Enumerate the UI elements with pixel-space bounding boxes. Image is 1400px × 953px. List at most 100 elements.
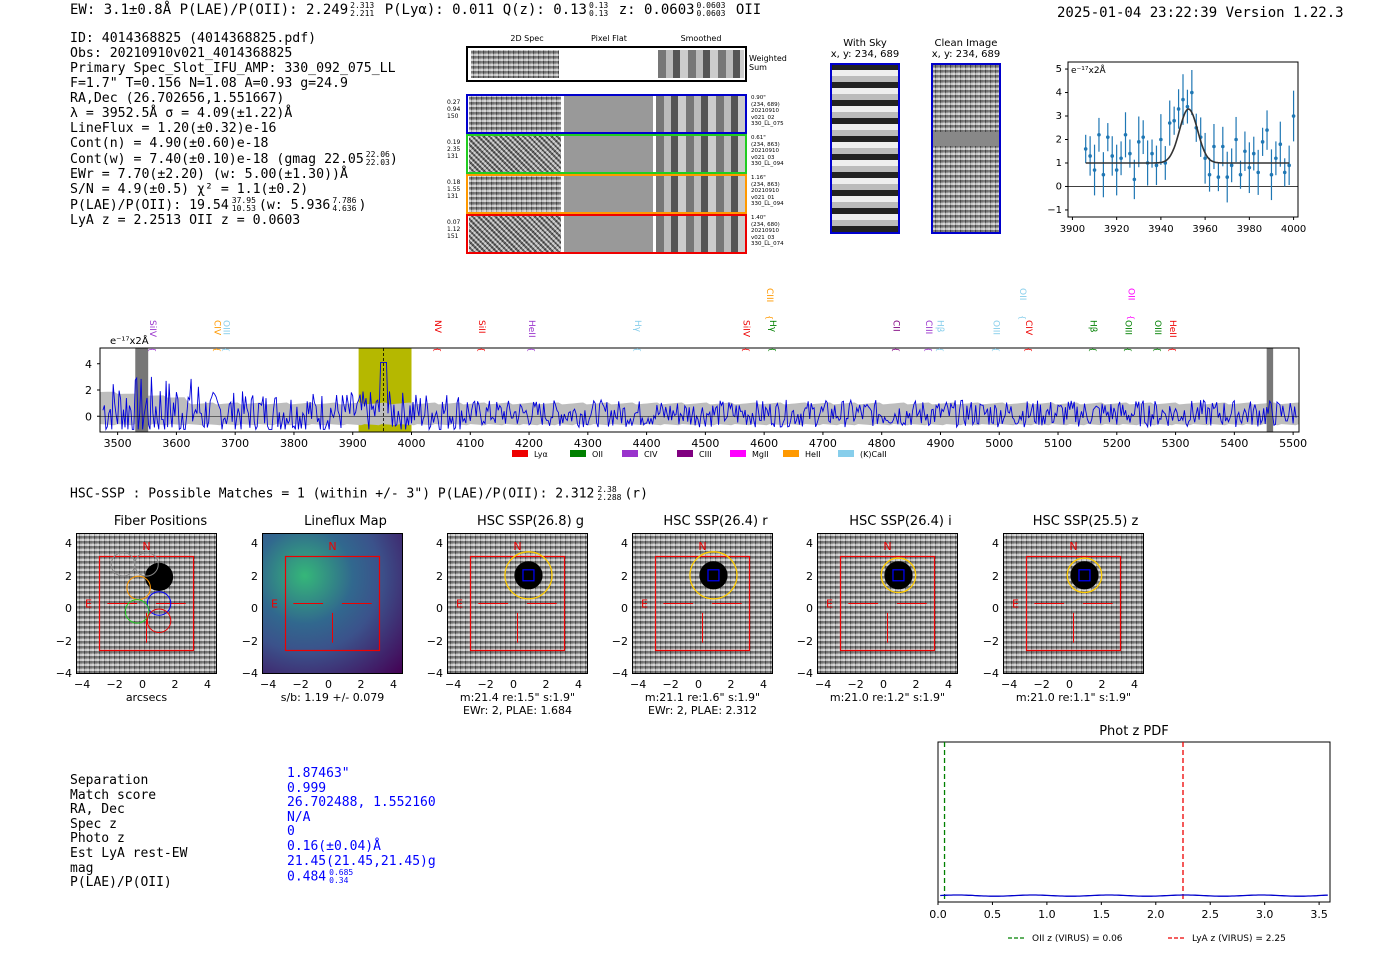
zoom-ytick-label: 1 [1056,158,1062,169]
spec2d-panel: 2D Spec Pixel Flat Smoothed Weighted Sum [466,30,787,255]
zoom-gaussian-fit [1085,108,1290,164]
info-id: ID: 4014368825 (4014368825.pdf) [70,31,317,46]
hsc-ytick-label: 0 [436,602,443,615]
match-label-plae: P(LAE)/P(OII) [70,875,172,891]
zoom-data-point [1110,154,1115,158]
hsc-xticks: −4 −2 0 2 4 [815,678,958,692]
clean-image-mask-band [933,132,999,146]
hsc-ytick-label: −4 [55,667,72,680]
info-lambda: λ = 3952.5Å σ = 4.09(±1.22)Å [70,106,293,121]
zoom-data-point [1185,104,1190,109]
zoom-data-point [1190,90,1194,95]
photz-xtick-label: 2.5 [1201,908,1219,921]
hsc-yticks: 4 2 0 −2 −4 [425,533,443,680]
spectrum-ytick-label: 0 [85,410,92,423]
hsc-xtick-label: 0 [695,678,702,691]
info-lineflux: LineFlux = 1.20(±0.32)e-16 [70,121,277,136]
hsc-ytick-label: −2 [796,634,813,648]
hsc-match-marker [1078,569,1091,582]
hsc-north-label: N [698,540,706,553]
spectrum-ytick-label: 2 [85,384,92,397]
row1-frame [466,94,747,134]
zoom-ytick-label: 4 [1056,88,1062,99]
header-summary: EW: 3.1±0.8Å P(LAE)/P(OII): 2.249 2.313 2.… [70,1,761,19]
row2-left-labels: 0.19 2.35 131 [447,139,461,160]
spectrum-legend-label: OII [592,450,603,459]
hsc-ytick-label: 0 [806,602,813,615]
spectrum-line-label: CIV [1023,320,1033,336]
header-plya-qz: P(Lyα): 0.011 Q(z): 0.13 [384,2,587,18]
spectrum-xtick-label: 5200 [1103,437,1131,450]
zoom-ytick-label: 5 [1056,64,1062,75]
row4-smoothed [656,214,747,254]
fiber-circle [146,608,172,633]
header-z-sub: 0.0603 [696,9,726,18]
zoom-xtick-label: 3920 [1104,224,1129,235]
zoom-data-point [1167,121,1172,125]
header-qz-sup: 0.13 [588,1,609,10]
spectrum-line-label: OII [1017,288,1027,300]
hsc-xtick-label: −4 [74,678,91,691]
zoom-data-point [1154,163,1159,168]
weighted-sum-box [466,46,747,82]
spectrum-legend-swatch [622,450,638,457]
spectrum-xtick-label: 3500 [104,437,132,450]
zoom-data-point [1101,172,1106,177]
hsc-xticks: −4 −2 0 2 4 [630,678,773,692]
spectrum-line-label-brace: { [1024,347,1033,352]
hsc-panel-title: HSC SSP(26.4) r [663,514,768,529]
spectrum-legend-label: CIV [644,450,658,459]
hsc-xtick-label: 4 [575,678,582,691]
hsc-panel-6: HSC SSP(25.5) z N E 4 2 0 −2 −4 −4 −2 0 2 4 m:21.0 re… [983,512,1165,727]
spectrum-line-label: CIV [212,320,222,336]
row2-frame [466,134,747,174]
info-cont-n: Cont(n) = 4.90(±0.60)e-18 [70,136,269,151]
with-sky-title: With Sky x, y: 234, 689 [830,38,900,60]
spectrum-xtick-label: 5100 [1044,437,1072,450]
row1-2d [469,94,561,134]
zoom-data-point [1282,170,1287,175]
hsc-aperture [880,557,917,594]
hsc-title-sub: 2.288 [597,493,622,502]
spec2d-row-2 [466,134,747,174]
spec2d-header-2d: 2D Spec [510,34,544,43]
spectrum-line-label-brace: { [433,347,442,352]
row1-left-labels: 0.27 0.94 150 [447,99,461,120]
hsc-panel-caption: arcsecs [125,691,168,704]
header-z: z: 0.0603 [618,2,695,18]
hsc-xtick-label: −4 [630,678,647,691]
photz-axes-frame [937,741,1331,903]
spectrum-xtick-label: 4800 [868,437,896,450]
hsc-east-label: E [1012,598,1019,611]
spectrum-line-label-brace: { [892,347,901,352]
spectrum-line-label: NV [432,320,442,334]
hsc-panel-image [632,533,773,674]
hsc-panel-title: HSC SSP(26.4) i [849,514,952,529]
zoom-data-point [1203,156,1207,161]
info-sn: S/N = 4.9(±0.5) χ² = 1.1(±0.2) [70,182,309,197]
spectrum-line-label: HeII [526,320,536,338]
hsc-aperture [689,551,738,600]
spectrum-line-label: Hγ [767,320,777,333]
spectrum-xtick-label: 3600 [162,437,190,450]
spectrum-xtick-label: 4600 [750,437,778,450]
zoom-data-point [1207,172,1212,177]
row3-left-labels: 0.18 1.55 131 [447,179,461,200]
spectrum-line-label-brace: { [1018,315,1027,320]
hsc-panel-caption: EWr: 2, PLAE: 1.684 [462,704,573,717]
zoom-data-point [1243,149,1247,154]
row3-flat [564,174,653,214]
spectrum-line-label-brace: { [1124,347,1133,352]
row4-right-labels: 1.40" (234, 680) 20210910 v021_03 330_LL_074 [751,215,784,247]
hsc-north-label: N [1069,540,1077,553]
spectrum-line-label: Hγ [632,320,642,333]
fiber-circle [126,575,151,601]
hsc-search-box [839,555,936,652]
hsc-xtick-label: −2 [292,678,309,691]
spectrum-line-label-brace: { [1168,347,1177,352]
hsc-panel-title: Lineflux Map [304,514,387,529]
spectrum-line-label: OIII [1152,320,1162,335]
spectrum-line-label-brace: { [221,347,230,352]
spectrum-xtick-label: 4200 [515,437,543,450]
photz-legend-lya: LyA z (VIRUS) = 2.25 [1192,934,1286,944]
